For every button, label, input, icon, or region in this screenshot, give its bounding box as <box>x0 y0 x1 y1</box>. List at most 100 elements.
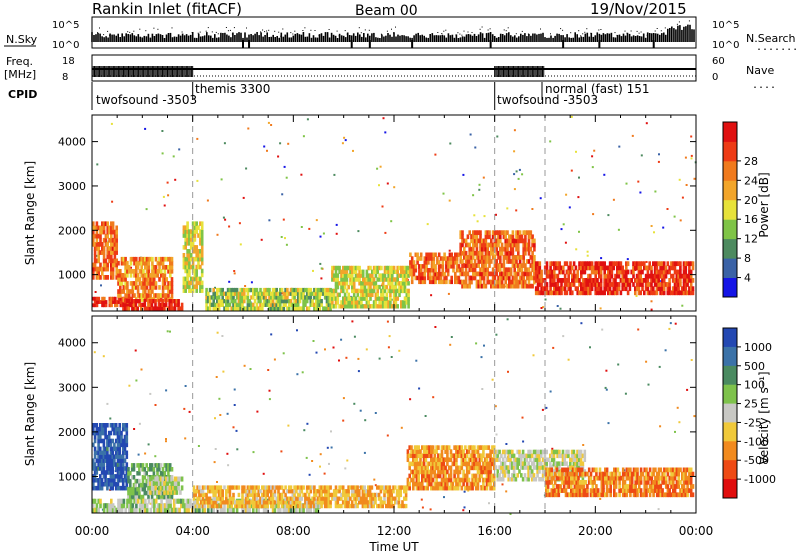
range-cell <box>515 283 518 289</box>
range-cell <box>230 295 233 300</box>
range-cell <box>186 249 189 254</box>
range-cell <box>343 300 347 305</box>
range-cell <box>531 275 534 281</box>
range-cell <box>574 286 578 292</box>
scatter-cell <box>488 502 490 505</box>
range-cell <box>93 246 97 251</box>
range-cell <box>125 462 129 467</box>
range-cell <box>234 299 237 304</box>
range-cell <box>182 233 186 238</box>
range-cell <box>473 259 477 264</box>
range-cell <box>314 498 318 504</box>
scatter-cell <box>582 444 585 446</box>
range-cell <box>147 299 150 304</box>
range-cell <box>369 296 372 301</box>
range-cell <box>673 265 677 271</box>
range-cell <box>271 503 275 509</box>
nsearch-dot <box>638 32 640 34</box>
range-cell <box>243 291 246 296</box>
range-cell <box>542 290 545 296</box>
scatter-cell <box>506 207 509 210</box>
range-cell <box>248 302 251 307</box>
range-cell <box>152 285 156 290</box>
range-cell <box>389 281 392 286</box>
range-cell <box>511 246 515 252</box>
range-cell <box>585 278 588 283</box>
nsearch-dot <box>217 33 219 35</box>
range-cell <box>318 485 322 490</box>
range-cell <box>603 290 606 296</box>
range-cell <box>581 265 585 271</box>
range-cell <box>385 300 389 305</box>
scatter-cell <box>128 384 131 387</box>
range-cell <box>111 503 115 509</box>
range-cell <box>170 285 174 290</box>
range-cell <box>657 278 660 283</box>
range-cell <box>148 299 152 304</box>
range-cell <box>430 264 434 269</box>
range-cell <box>122 503 126 509</box>
range-cell <box>110 233 113 239</box>
scatter-cell <box>216 233 219 236</box>
range-cell <box>100 458 104 463</box>
range-cell <box>104 430 107 436</box>
range-cell <box>386 485 390 490</box>
range-cell <box>154 265 158 270</box>
scatter-cell <box>296 373 299 376</box>
range-cell <box>95 229 99 235</box>
range-cell <box>181 498 185 504</box>
range-cell <box>189 245 193 250</box>
range-cell <box>230 485 233 490</box>
range-cell <box>677 282 680 287</box>
range-cell <box>145 297 149 302</box>
scatter-cell <box>319 262 322 265</box>
range-cell <box>599 265 603 271</box>
range-cell <box>392 496 395 501</box>
range-cell <box>293 291 296 296</box>
range-cell <box>313 507 316 513</box>
range-cell <box>169 507 172 513</box>
range-cell <box>309 489 313 494</box>
range-cell <box>226 507 230 513</box>
range-cell <box>165 467 168 472</box>
range-cell <box>421 465 424 471</box>
range-cell <box>502 255 506 260</box>
scatter-cell <box>114 470 117 473</box>
range-cell <box>111 470 114 475</box>
range-cell <box>349 300 352 305</box>
range-cell <box>169 265 172 270</box>
scatter-cell <box>232 426 235 429</box>
range-cell <box>472 267 475 273</box>
range-cell <box>128 498 131 504</box>
range-cell <box>527 259 531 264</box>
nsearch-dot <box>688 20 690 22</box>
range-cell <box>398 281 401 286</box>
range-cell <box>284 492 287 498</box>
range-cell <box>423 275 427 281</box>
range-cell <box>182 225 186 230</box>
range-cell <box>122 302 125 307</box>
scatter-cell <box>378 357 381 360</box>
range-cell <box>500 283 504 289</box>
range-cell <box>360 269 363 275</box>
range-cell <box>404 489 408 494</box>
range-cell <box>581 282 585 287</box>
range-cell <box>298 485 302 490</box>
range-cell <box>347 489 350 494</box>
range-cell <box>407 304 410 309</box>
range-cell <box>141 463 145 468</box>
range-cell <box>273 306 277 311</box>
range-cell <box>347 485 350 490</box>
range-cell <box>515 242 518 248</box>
scatter-cell <box>592 213 595 216</box>
range-cell <box>383 496 386 501</box>
range-cell <box>430 485 433 491</box>
range-cell <box>184 225 187 230</box>
range-cell <box>679 265 682 271</box>
range-cell <box>282 503 286 509</box>
range-cell <box>558 286 561 292</box>
range-cell <box>167 503 171 509</box>
range-cell <box>273 492 277 498</box>
scatter-cell <box>657 160 660 163</box>
